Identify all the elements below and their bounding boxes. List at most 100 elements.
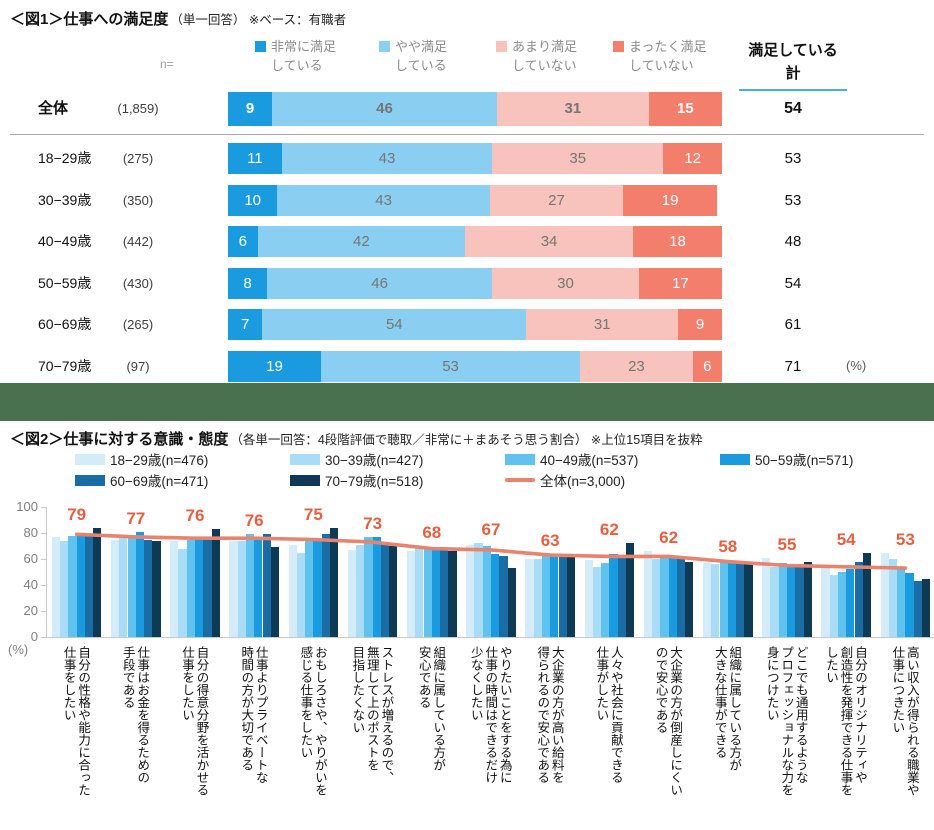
y-axis-tick-label: 100	[16, 499, 38, 514]
legend-swatch	[290, 453, 320, 465]
row-total: 48	[784, 233, 802, 250]
category-label: やりたいことをする為に 仕事の時間はできるだけ 少なくしたい	[460, 646, 519, 830]
bar	[880, 552, 889, 637]
bar	[313, 540, 322, 637]
legend-label: まったく満足 していない	[629, 39, 707, 73]
category-label: 自分の性格や能力に合った 仕事をしたい	[46, 646, 105, 830]
fig1-row: 40−49歳 (442) 6 42 34 18 48	[0, 226, 934, 257]
fig1-legend-item: 非常に満足 している	[255, 38, 336, 76]
legend-label: 40−49歳(n=537)	[540, 453, 639, 468]
fig1-row: 60−69歳 (265) 7 54 31 9 61	[0, 309, 934, 340]
bar	[186, 539, 195, 637]
bar	[119, 536, 128, 637]
bar-segment: 18	[633, 226, 722, 257]
bar	[685, 561, 694, 637]
bar-segment: 7	[228, 309, 263, 340]
fig1-row: 70−79歳 (97) 19 53 23 6 71	[0, 350, 934, 382]
bar	[68, 535, 77, 637]
row-total: 71	[784, 357, 802, 375]
category-label: 高い収入が得られる職業や 仕事につきたい	[875, 646, 934, 830]
stacked-bar: 19 53 23 6	[228, 350, 722, 382]
bar	[525, 559, 534, 637]
category-label-text: やりたいことをする為に 仕事の時間はできるだけ 少なくしたい	[468, 646, 512, 784]
bar	[60, 540, 69, 637]
legend-line-swatch	[505, 478, 535, 482]
legend-swatch	[613, 41, 624, 52]
legend-label: 全体(n=3,000)	[540, 474, 626, 489]
value-label: 77	[126, 508, 146, 528]
row-label: 全体	[38, 100, 69, 117]
y-axis-tick	[41, 507, 46, 508]
fig1-row-separator	[10, 134, 924, 135]
bar	[617, 555, 626, 637]
category-label: おもしろさや、やりがいを 感じる仕事をしたい	[283, 646, 342, 830]
bar	[787, 566, 796, 637]
fig1-legend-item: あまり満足 していない	[496, 38, 577, 76]
value-label: 76	[244, 511, 264, 531]
bar	[592, 566, 602, 637]
category-label-text: 仕事よりプライベートな 時間の方が大切である	[239, 646, 268, 784]
value-label: 62	[659, 528, 679, 548]
row-label: 30−39歳	[38, 191, 92, 208]
bar-segment: 34	[465, 226, 634, 257]
value-label: 75	[303, 504, 323, 524]
value-label: 79	[67, 504, 87, 524]
category-label: どこでも通用するような プロフェッショナルな力を 身につけたい	[756, 646, 815, 830]
bar	[762, 557, 771, 637]
bar	[211, 529, 220, 637]
category-label-text: 人々や社会に貢献できる 仕事がしたい	[594, 646, 623, 784]
legend-label: 70−79歳(n=518)	[325, 474, 424, 489]
fig1-n-label: n=	[160, 57, 174, 71]
bar	[566, 556, 576, 637]
row-n-value: (350)	[122, 192, 154, 208]
bar	[415, 546, 424, 637]
bar	[170, 540, 179, 637]
bar	[127, 536, 136, 637]
bar-segment: 53	[320, 350, 581, 382]
fig2-unit-label: (%)	[8, 642, 29, 657]
bar-segment: 23	[580, 350, 693, 382]
bar	[736, 562, 745, 637]
category-label: 大企業の方が高い給料を 得られるので安心である	[520, 646, 579, 830]
legend-label: 18−29歳(n=476)	[110, 453, 209, 468]
bar	[296, 552, 306, 637]
value-label: 63	[540, 530, 560, 550]
category-label-text: 高い収入が得られる職業や 仕事につきたい	[890, 646, 919, 796]
bar	[862, 552, 872, 637]
legend-label: やや満足 している	[395, 39, 448, 73]
category-label-text: おもしろさや、やりがいを 感じる仕事をしたい	[298, 646, 327, 796]
fig1-row: 30−39歳 (350) 10 43 27 19 53	[0, 184, 934, 216]
fig1-title-note: （単一回答） ※ベース：有職者	[170, 13, 347, 27]
fig1-legend-item: やや満足 している	[379, 38, 447, 76]
fig2-grouped-bar-chart: 79 77 76 76 75 73 68 67 63 62 62 58 55 54 53	[46, 504, 934, 638]
bar	[854, 561, 863, 637]
fig2-legend-item: 30−39歳(n=427)	[290, 449, 423, 469]
category-label-text: ストレスが増えるので、 無理して上のポストを 目指したくない	[350, 646, 394, 784]
bar	[533, 559, 542, 637]
y-axis-tick-label: 40	[23, 577, 38, 592]
bar	[347, 549, 356, 637]
category-label: 仕事よりプライベートな 時間の方が大切である	[224, 646, 283, 830]
category-label-text: 組織に属している方が 安心である	[416, 646, 446, 771]
section-divider	[0, 383, 934, 421]
row-total: 54	[784, 274, 802, 292]
fig1-stacked-bar-chart: 全体 (1,859) 9 46 31 15 54 18−29歳 (275) 11 43 35 12 53 3…	[0, 92, 934, 392]
bar	[558, 553, 567, 637]
bar	[541, 555, 551, 637]
bar-segment: 31	[497, 92, 649, 126]
legend-swatch	[290, 474, 320, 486]
fig1-row: 18−29歳 (275) 11 43 35 12 53	[0, 143, 934, 174]
bar	[380, 543, 390, 637]
y-axis-tick-label: 20	[23, 603, 38, 618]
row-label: 18−29歳	[38, 150, 92, 166]
bar	[744, 564, 753, 637]
bar	[254, 539, 263, 637]
row-n-value: (97)	[126, 358, 150, 374]
category-label-text: 自分の得意分野を活かせる 仕事をしたい	[179, 646, 209, 796]
bar-segment: 6	[692, 350, 722, 382]
bar	[668, 556, 677, 637]
value-label: 73	[363, 513, 383, 533]
bar	[584, 560, 593, 637]
legend-swatch	[379, 41, 390, 52]
